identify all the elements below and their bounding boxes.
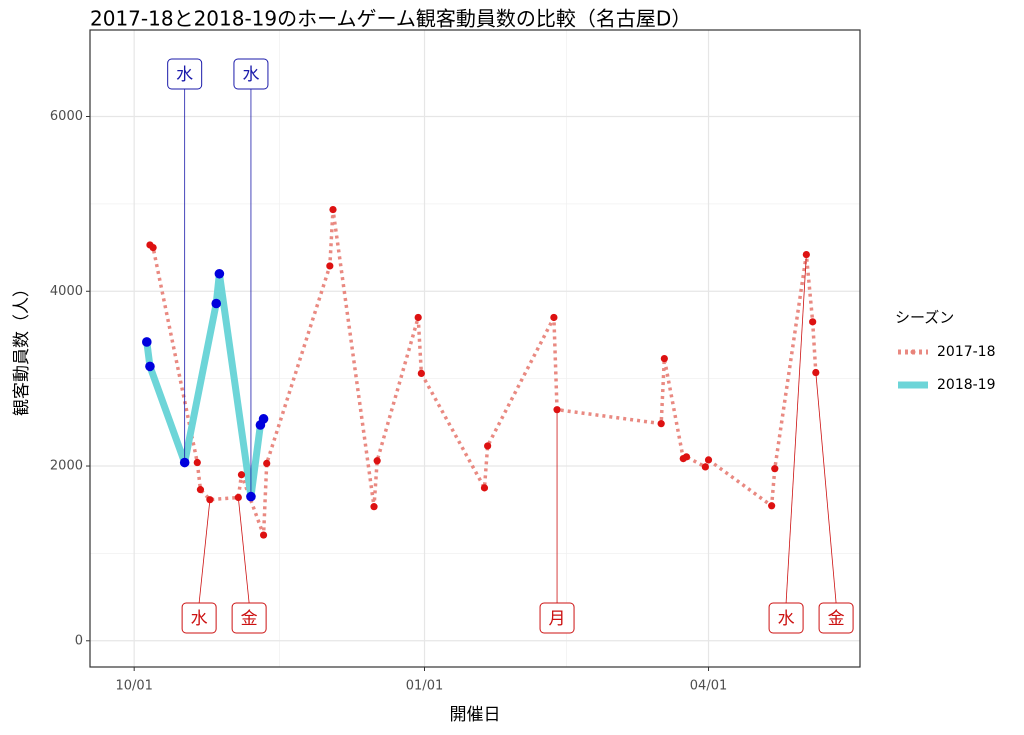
annotation-box [167, 58, 203, 90]
annotation-label: 水 [176, 65, 193, 85]
data-point [373, 457, 381, 465]
y-tick-label: 6000 [50, 109, 83, 124]
data-point [414, 313, 422, 322]
x-tick-label: 04/01 [690, 679, 727, 694]
data-point [660, 354, 668, 363]
data-point [809, 318, 817, 326]
data-point [211, 298, 222, 309]
data-point [771, 465, 779, 473]
chart-title: 2017-18と2018-19のホームゲーム観客動員数の比較（名古屋D） [90, 7, 691, 31]
legend-title: シーズン [895, 309, 954, 327]
annotation-label: 金 [241, 609, 258, 629]
annotation-label: 水 [242, 65, 259, 85]
legend-key-point [910, 382, 916, 388]
legend-label: 2018-19 [937, 377, 996, 393]
data-point [179, 457, 190, 468]
annotation-box [818, 602, 854, 634]
data-point [682, 453, 691, 461]
annotation-connector [237, 497, 250, 604]
data-point [768, 502, 776, 510]
data-point [329, 205, 337, 214]
y-axis-title: 観客動員数（人） [12, 280, 32, 416]
x-axis-title: 開催日 [450, 705, 501, 725]
data-point [326, 262, 334, 270]
annotation-connector [785, 254, 807, 604]
data-point [196, 486, 205, 494]
annotation-box [539, 602, 575, 634]
data-point [370, 503, 378, 511]
data-point [263, 459, 271, 468]
data-point [802, 250, 810, 259]
legend-key-point [910, 349, 916, 355]
series-line [148, 207, 818, 537]
data-point [142, 337, 152, 347]
annotation-label: 月 [549, 609, 566, 629]
data-point [480, 484, 489, 492]
data-point [812, 368, 820, 377]
data-point [206, 496, 214, 504]
data-point [701, 463, 709, 471]
data-point [234, 493, 242, 502]
data-point [258, 414, 269, 424]
data-point [149, 243, 157, 252]
data-point [193, 458, 201, 467]
data-point [657, 420, 665, 428]
series-line [143, 270, 267, 501]
plot-border [89, 29, 861, 668]
y-tick-label: 2000 [50, 459, 83, 474]
annotation-box [181, 602, 217, 634]
annotation-box [768, 602, 804, 634]
annotation-label: 金 [828, 609, 845, 629]
annotation-label: 水 [778, 609, 795, 629]
x-tick-label: 10/01 [115, 679, 152, 694]
data-point [214, 268, 225, 279]
annotation-box [233, 58, 269, 90]
data-point [417, 369, 425, 378]
annotation-connector [198, 499, 211, 604]
y-tick-label: 4000 [50, 284, 83, 299]
data-point [259, 531, 268, 539]
data-point [550, 313, 558, 322]
annotation-box [231, 602, 267, 634]
y-tick-label: 0 [75, 633, 83, 648]
data-point [246, 491, 256, 502]
data-point [484, 442, 492, 450]
data-point [237, 471, 246, 479]
annotation-label: 水 [191, 609, 208, 629]
plot-background [90, 30, 860, 667]
x-tick-label: 01/01 [406, 679, 443, 694]
annotation-connector [815, 372, 837, 604]
data-point [553, 406, 561, 414]
legend-label: 2017-18 [937, 344, 996, 360]
data-point [704, 456, 713, 464]
data-point [145, 361, 155, 372]
